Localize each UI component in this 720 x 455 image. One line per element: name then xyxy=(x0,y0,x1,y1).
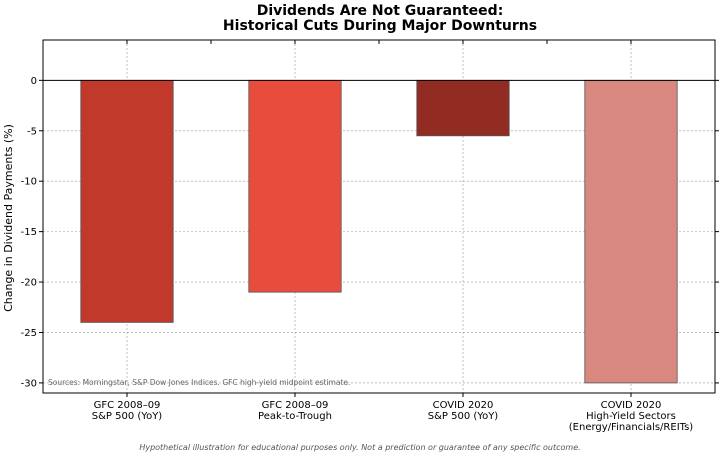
x-axis-ticks: GFC 2008–09 S&P 500 (YoY) GFC 2008–09 Peak-… xyxy=(42,40,716,433)
chart-title-line-2: Historical Cuts During Major Downturns xyxy=(223,18,537,34)
footer-note: Hypothetical illustration for educationa… xyxy=(139,443,580,452)
x-category-label: GFC 2008–09 Peak-to-Trough xyxy=(258,400,332,422)
chart-title-line-1: Dividends Are Not Guaranteed: xyxy=(257,3,504,19)
bar xyxy=(248,79,342,293)
y-tick-label: -5 xyxy=(27,126,37,137)
bar xyxy=(584,79,678,384)
y-tick-label: -30 xyxy=(21,378,37,389)
x-category-label: COVID 2020 S&P 500 (YoY) xyxy=(428,400,499,422)
x-category-label: COVID 2020 High-Yield Sectors (Energy/Fina… xyxy=(569,400,694,433)
y-tick-label: -25 xyxy=(21,328,37,339)
bars xyxy=(80,79,678,384)
source-note: Sources: Morningstar, S&P Dow Jones Indi… xyxy=(48,378,350,387)
y-axis-label: Change in Dividend Payments (%) xyxy=(2,124,15,312)
y-axis-ticks: 0 -5 -10 -15 -20 -25 -30 xyxy=(21,76,719,389)
y-tick-label: -15 xyxy=(21,227,37,238)
y-tick-label: 0 xyxy=(31,76,37,87)
bar xyxy=(416,79,510,137)
x-category-label: GFC 2008–09 S&P 500 (YoY) xyxy=(92,400,163,422)
bar xyxy=(80,79,174,323)
y-tick-label: -10 xyxy=(21,177,37,188)
y-tick-label: -20 xyxy=(21,278,37,289)
